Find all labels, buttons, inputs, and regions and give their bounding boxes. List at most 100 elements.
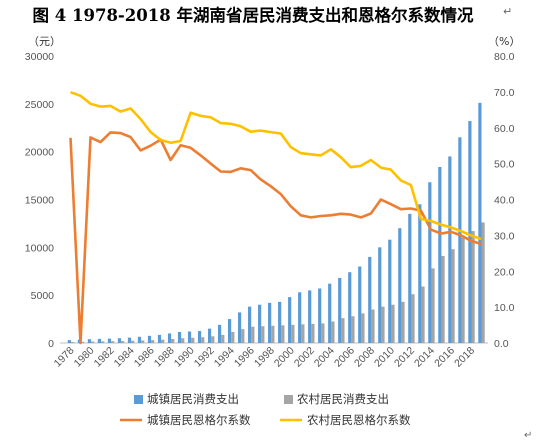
rural-consumption-bar — [101, 341, 105, 343]
rural-consumption-bar — [161, 339, 165, 343]
x-axis-tick-label: 2010 — [372, 345, 397, 370]
rural-consumption-bar — [411, 294, 415, 343]
urban-consumption-bar — [278, 301, 282, 343]
rural-consumption-bar — [321, 323, 325, 343]
urban-consumption-bar — [378, 247, 382, 343]
left-axis-tick-label: 20000 — [25, 147, 54, 159]
urban-consumption-bar — [468, 121, 472, 343]
rural-consumption-bar — [301, 324, 305, 343]
x-axis-tick-label: 2006 — [332, 345, 357, 370]
rural-consumption-bar — [431, 268, 435, 343]
paragraph-mark: ↵ — [503, 5, 513, 18]
rural-consumption-bar — [71, 342, 75, 343]
urban-consumption-bar — [398, 228, 402, 343]
rural-consumption-bar — [81, 341, 85, 343]
urban-engel-line — [69, 131, 482, 345]
urban-consumption-bar — [107, 338, 112, 343]
legend-urban-engel-label: 城镇居民恩格尔系数 — [147, 413, 251, 427]
x-axis-tick-label: 1978 — [52, 345, 77, 370]
urban-consumption-bar — [318, 288, 322, 343]
rural-consumption-bar — [201, 337, 205, 343]
x-axis-tick-label: 1992 — [192, 345, 217, 370]
rural-consumption-bar — [151, 340, 155, 343]
rural-consumption-bar — [141, 340, 145, 343]
x-axis-tick-label: 1994 — [212, 345, 237, 370]
urban-consumption-bar — [87, 339, 92, 343]
urban-consumption-bar — [177, 331, 182, 343]
rural-consumption-bar — [361, 313, 365, 343]
x-axis-tick-label: 2012 — [392, 345, 417, 370]
rural-consumption-bar — [371, 309, 375, 343]
rural-consumption-bar — [461, 237, 465, 343]
urban-consumption-bar — [328, 283, 332, 343]
rural-consumption-bar — [231, 331, 235, 343]
right-axis-tick-label: 70.0 — [494, 87, 515, 99]
urban-consumption-bar — [438, 166, 442, 343]
urban-consumption-bar — [478, 102, 482, 343]
urban-consumption-bar — [458, 137, 462, 343]
rural-consumption-bar — [181, 338, 185, 343]
right-axis-tick-label: 60.0 — [494, 123, 515, 135]
rural-consumption-bar — [391, 304, 395, 343]
urban-consumption-bar — [67, 340, 71, 343]
legend-urban-consumption-label: 城镇居民消费支出 — [147, 392, 239, 406]
x-axis-tick-label: 1988 — [152, 345, 177, 370]
left-axis-tick-label: 30000 — [25, 51, 54, 63]
legend-rural-engel-label: 农村居民恩格尔系数 — [307, 413, 411, 427]
urban-consumption-bar — [368, 256, 372, 343]
urban-consumption-bar — [428, 182, 432, 343]
right-axis-unit-label: （%） — [488, 35, 520, 48]
x-axis-tick-label: 1980 — [72, 345, 97, 370]
rural-engel-line — [70, 90, 482, 241]
urban-consumption-bar — [448, 156, 452, 343]
urban-consumption-bar — [238, 312, 242, 343]
left-axis-tick-label: 15000 — [25, 195, 54, 207]
x-axis-tick-label: 1996 — [232, 345, 257, 370]
right-axis-tick-label: 0.0 — [494, 338, 509, 350]
right-axis-tick-label: 20.0 — [494, 266, 515, 278]
right-axis-tick-label: 40.0 — [494, 195, 515, 207]
right-axis-tick-label: 80.0 — [494, 51, 515, 63]
axes-layer: 0 5000 10000 15000 20000 25000 30000 0.0 10.0 20.… — [25, 35, 521, 370]
left-axis-unit-label: （元） — [28, 35, 61, 48]
rural-consumption-bar — [451, 249, 455, 343]
x-axis-tick-label: 1998 — [252, 345, 277, 370]
legend-rural-consumption-label: 农村居民消费支出 — [297, 392, 389, 406]
rural-consumption-bar — [121, 341, 125, 343]
rural-consumption-bar — [381, 306, 385, 343]
x-axis-tick-label: 2008 — [352, 345, 377, 370]
rural-consumption-bar — [111, 341, 115, 343]
urban-consumption-bar — [268, 302, 272, 343]
urban-consumption-bar — [248, 306, 252, 343]
rural-consumption-bar — [421, 286, 425, 343]
urban-consumption-bar — [338, 277, 342, 343]
x-axis-tick-label: 2018 — [452, 345, 477, 370]
urban-consumption-bar — [418, 204, 422, 343]
urban-consumption-bar — [117, 338, 122, 343]
rural-consumption-bar — [311, 323, 315, 343]
urban-consumption-bar — [137, 336, 142, 343]
rural-consumption-bar — [191, 337, 195, 343]
rural-consumption-bar — [221, 334, 225, 343]
urban-consumption-bar — [258, 304, 262, 343]
lines-layer — [69, 90, 482, 345]
paragraph-mark-bottom: ↵ — [524, 430, 533, 441]
urban-consumption-bar — [147, 335, 152, 343]
right-axis-tick-label: 10.0 — [494, 302, 515, 314]
x-axis-tick-label: 2002 — [292, 345, 317, 370]
rural-consumption-bar — [251, 326, 255, 343]
rural-consumption-bar — [241, 329, 245, 343]
urban-consumption-bar — [197, 331, 202, 343]
urban-consumption-bar — [388, 239, 392, 343]
urban-consumption-bar — [408, 213, 412, 343]
urban-consumption-bar — [227, 319, 232, 343]
rural-consumption-bar — [171, 338, 175, 343]
rural-consumption-bar — [211, 336, 215, 343]
legend-urban-consumption-swatch — [134, 395, 143, 404]
right-axis-tick-label: 30.0 — [494, 230, 515, 242]
urban-consumption-bar — [298, 292, 302, 343]
rural-consumption-bar — [91, 341, 95, 343]
urban-consumption-bar — [157, 334, 162, 343]
